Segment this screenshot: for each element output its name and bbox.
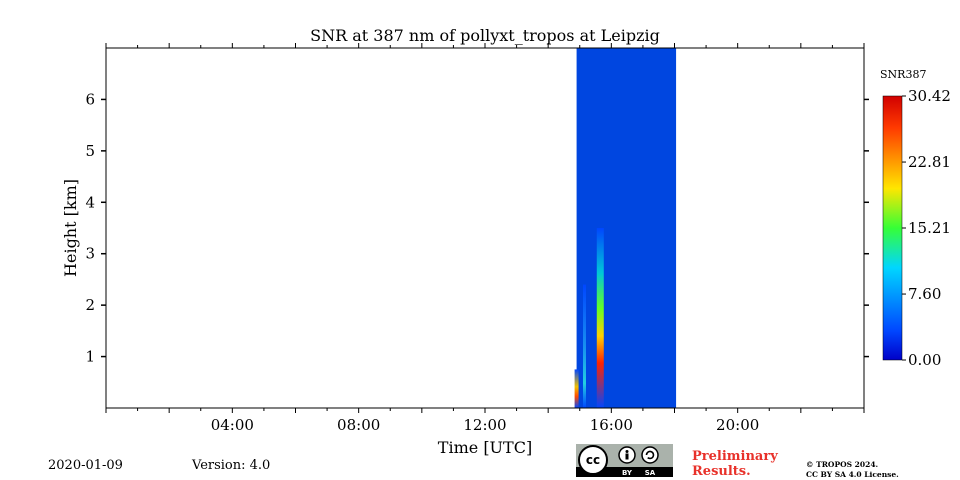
- x-tick-label: 16:00: [590, 416, 633, 434]
- colorbar-tick-label: 30.42: [908, 87, 951, 105]
- y-tick-label: 4: [85, 193, 95, 211]
- heatmap-layer: [574, 48, 677, 408]
- copyright-line2: CC BY SA 4.0 License.: [806, 470, 899, 479]
- y-tick-label: 3: [85, 245, 95, 263]
- heatmap-column: [582, 284, 586, 408]
- x-axis-label: Time [UTC]: [438, 438, 532, 457]
- share-alike-icon: [641, 446, 659, 464]
- colorbar-tick-label: 15.21: [908, 219, 951, 237]
- preliminary-line1: Preliminary: [692, 449, 778, 464]
- colorbar-tick-label: 0.00: [908, 351, 941, 369]
- copyright-line1: © TROPOS 2024.: [806, 460, 879, 469]
- cc-license-badge: cc BY SA: [576, 444, 673, 477]
- sa-label: SA: [645, 469, 656, 477]
- y-tick-label: 1: [85, 348, 95, 366]
- colorbar-tick-label: 22.81: [908, 153, 951, 171]
- footer-date: 2020-01-09: [48, 458, 123, 473]
- preliminary-line2: Results.: [692, 464, 751, 479]
- cc-icon: [578, 445, 608, 475]
- y-tick-label: 6: [85, 90, 95, 108]
- x-axis: 04:00 08:00 12:00 16:00 20:00: [105, 43, 865, 434]
- preliminary-results-note: Preliminary Results.: [692, 449, 778, 479]
- x-tick-label: 04:00: [211, 416, 254, 434]
- y-tick-label: 5: [85, 142, 95, 160]
- heatmap-column: [596, 228, 604, 408]
- heatmap-column: [574, 369, 579, 408]
- x-tick-label: 12:00: [463, 416, 506, 434]
- colorbar-ticks: 30.42 22.81 15.21 7.60 0.00: [902, 87, 951, 369]
- copyright-note: © TROPOS 2024. CC BY SA 4.0 License.: [806, 460, 899, 480]
- y-tick-label: 2: [85, 296, 95, 314]
- plot-area: [106, 48, 864, 408]
- chart-title: SNR at 387 nm of pollyxt_tropos at Leipz…: [310, 26, 660, 45]
- x-tick-label: 08:00: [337, 416, 380, 434]
- by-label: BY: [622, 469, 633, 477]
- y-axis-label: Height [km]: [61, 179, 80, 277]
- heatmap-background: [576, 48, 677, 408]
- cc-icon-text: cc: [586, 453, 600, 467]
- colorbar: [882, 95, 903, 361]
- colorbar-label: SNR387: [880, 68, 926, 81]
- colorbar-tick-label: 7.60: [908, 285, 941, 303]
- footer-version: Version: 4.0: [192, 458, 271, 473]
- x-tick-label: 20:00: [716, 416, 759, 434]
- y-axis: 1 2 3 4 5 6: [85, 90, 869, 366]
